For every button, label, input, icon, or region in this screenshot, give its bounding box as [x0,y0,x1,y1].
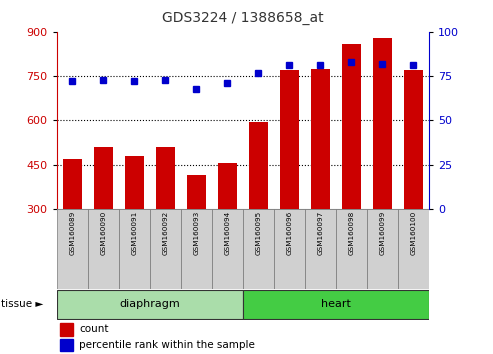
Bar [373,38,391,209]
Bar [311,69,330,209]
Text: GSM160094: GSM160094 [224,211,230,256]
Bar [88,209,119,289]
Bar [61,323,73,336]
Text: GSM160093: GSM160093 [193,211,199,256]
Text: GDS3224 / 1388658_at: GDS3224 / 1388658_at [162,11,323,25]
Text: GSM160091: GSM160091 [131,211,137,256]
Bar [274,209,305,289]
Bar [243,209,274,289]
Bar [305,209,336,289]
Bar [63,159,81,209]
Bar [57,209,88,289]
Bar [125,156,143,209]
Text: GSM160095: GSM160095 [255,211,261,256]
Text: GSM160096: GSM160096 [286,211,292,256]
Bar [57,290,243,319]
Text: GSM160097: GSM160097 [317,211,323,256]
Bar [150,209,181,289]
Bar [94,147,112,209]
Text: GSM160090: GSM160090 [100,211,106,256]
Text: GSM160089: GSM160089 [69,211,75,256]
Bar [280,70,299,209]
Bar [119,209,150,289]
Text: GSM160092: GSM160092 [162,211,168,256]
Text: percentile rank within the sample: percentile rank within the sample [79,340,255,350]
Bar [249,122,268,209]
Text: GSM160098: GSM160098 [349,211,354,256]
Bar [336,209,367,289]
Bar [404,70,423,209]
Bar [61,338,73,351]
Text: heart: heart [321,299,351,309]
Text: count: count [79,324,108,334]
Bar [367,209,398,289]
Bar [398,209,429,289]
Bar [156,147,175,209]
Bar [187,175,206,209]
Text: GSM160100: GSM160100 [410,211,417,256]
Bar [218,163,237,209]
Bar [243,290,429,319]
Bar [181,209,212,289]
Text: diaphragm: diaphragm [119,299,180,309]
Text: tissue ►: tissue ► [1,299,44,309]
Bar [212,209,243,289]
Text: GSM160099: GSM160099 [380,211,386,256]
Bar [342,44,361,209]
